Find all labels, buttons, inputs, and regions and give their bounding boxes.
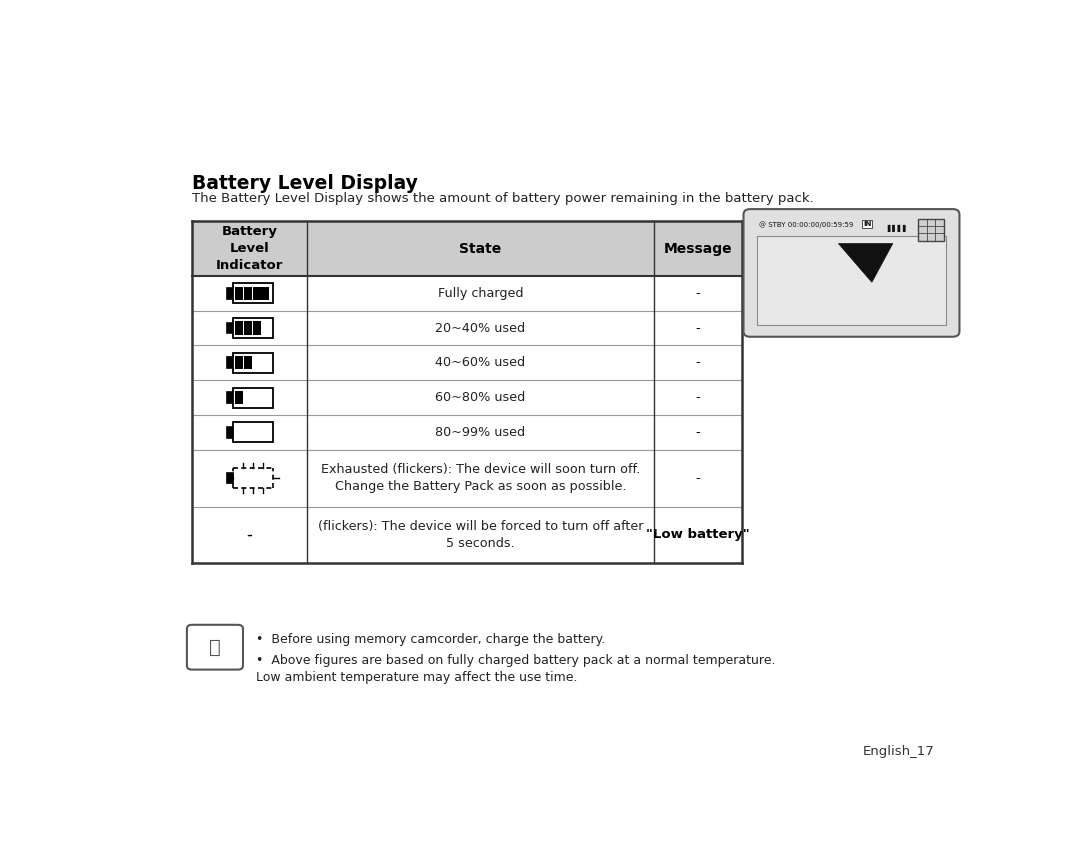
- Text: Message: Message: [663, 241, 732, 255]
- FancyBboxPatch shape: [235, 321, 243, 335]
- FancyBboxPatch shape: [244, 321, 252, 335]
- FancyBboxPatch shape: [743, 209, 959, 337]
- Text: Battery
Level
Indicator: Battery Level Indicator: [216, 225, 283, 272]
- FancyBboxPatch shape: [227, 358, 232, 368]
- Text: -: -: [696, 471, 700, 484]
- FancyBboxPatch shape: [918, 219, 944, 240]
- FancyBboxPatch shape: [261, 286, 269, 300]
- FancyBboxPatch shape: [235, 391, 243, 404]
- FancyBboxPatch shape: [187, 625, 243, 669]
- FancyBboxPatch shape: [227, 392, 232, 403]
- FancyBboxPatch shape: [227, 427, 232, 437]
- Text: -: -: [696, 426, 700, 439]
- FancyBboxPatch shape: [227, 288, 232, 299]
- FancyBboxPatch shape: [227, 323, 232, 333]
- Text: -: -: [696, 357, 700, 369]
- FancyBboxPatch shape: [232, 423, 272, 443]
- FancyBboxPatch shape: [235, 356, 243, 370]
- Text: •  Before using memory camcorder, charge the battery.: • Before using memory camcorder, charge …: [256, 633, 606, 646]
- Text: State: State: [459, 241, 501, 255]
- FancyBboxPatch shape: [232, 387, 272, 408]
- Text: Battery Level Display: Battery Level Display: [192, 174, 418, 194]
- FancyBboxPatch shape: [227, 473, 232, 483]
- Text: "Low battery": "Low battery": [646, 529, 750, 542]
- FancyBboxPatch shape: [232, 283, 272, 303]
- Text: 20~40% used: 20~40% used: [435, 321, 525, 334]
- FancyBboxPatch shape: [253, 321, 260, 335]
- Text: Exhausted (flickers): The device will soon turn off.
Change the Battery Pack as : Exhausted (flickers): The device will so…: [321, 464, 639, 493]
- FancyBboxPatch shape: [253, 286, 260, 300]
- Text: 🖊: 🖊: [210, 638, 220, 657]
- FancyBboxPatch shape: [235, 286, 243, 300]
- FancyBboxPatch shape: [232, 318, 272, 339]
- Text: 40~60% used: 40~60% used: [435, 357, 525, 369]
- FancyBboxPatch shape: [244, 356, 252, 370]
- Polygon shape: [838, 244, 893, 282]
- Text: The Battery Level Display shows the amount of battery power remaining in the bat: The Battery Level Display shows the amou…: [192, 193, 813, 206]
- Text: -: -: [246, 526, 253, 544]
- Text: @ STBY 00:00:00/00:59:59: @ STBY 00:00:00/00:59:59: [758, 221, 853, 228]
- Text: English_17: English_17: [863, 745, 934, 758]
- Text: -: -: [696, 286, 700, 299]
- Text: (flickers): The device will be forced to turn off after
5 seconds.: (flickers): The device will be forced to…: [318, 520, 643, 550]
- Text: 80~99% used: 80~99% used: [435, 426, 525, 439]
- FancyBboxPatch shape: [192, 221, 742, 276]
- Text: IN: IN: [863, 221, 872, 227]
- FancyBboxPatch shape: [244, 286, 252, 300]
- Text: -: -: [696, 321, 700, 334]
- FancyBboxPatch shape: [757, 236, 946, 325]
- Text: Fully charged: Fully charged: [437, 286, 523, 299]
- Text: -: -: [696, 391, 700, 404]
- Text: •  Above figures are based on fully charged battery pack at a normal temperature: • Above figures are based on fully charg…: [256, 654, 775, 684]
- FancyBboxPatch shape: [232, 352, 272, 373]
- Text: ▐▐▐▐: ▐▐▐▐: [885, 225, 906, 233]
- Text: 60~80% used: 60~80% used: [435, 391, 525, 404]
